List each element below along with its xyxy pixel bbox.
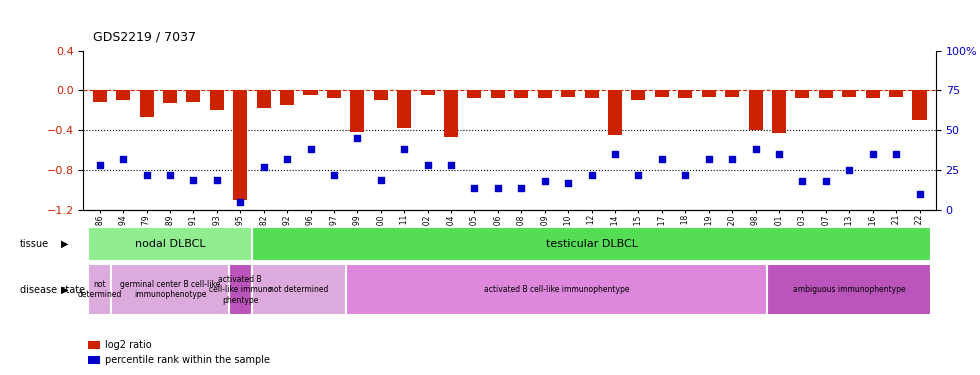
Bar bbox=[842, 90, 857, 98]
Point bbox=[116, 156, 131, 162]
Bar bbox=[88, 227, 252, 261]
Point bbox=[842, 167, 858, 173]
Point bbox=[279, 156, 295, 162]
Bar bbox=[584, 90, 599, 99]
Point bbox=[490, 185, 506, 190]
Point bbox=[396, 146, 412, 152]
Bar bbox=[93, 90, 107, 102]
Bar bbox=[112, 264, 228, 315]
Point bbox=[139, 172, 155, 178]
Bar bbox=[631, 90, 646, 101]
Point bbox=[724, 156, 740, 162]
Point bbox=[630, 172, 646, 178]
Bar bbox=[889, 90, 904, 98]
Bar bbox=[257, 90, 270, 108]
Point bbox=[373, 177, 389, 183]
Bar bbox=[796, 90, 809, 99]
Point bbox=[443, 162, 459, 168]
Point bbox=[677, 172, 693, 178]
Point bbox=[185, 177, 201, 183]
Point bbox=[466, 185, 482, 190]
Point bbox=[701, 156, 716, 162]
Bar bbox=[702, 90, 715, 98]
Bar bbox=[397, 90, 412, 128]
Text: activated B
cell-like immuno
phentype: activated B cell-like immuno phentype bbox=[209, 275, 271, 304]
Bar bbox=[252, 264, 346, 315]
Point bbox=[561, 180, 576, 186]
Bar bbox=[912, 90, 926, 120]
Bar bbox=[772, 90, 786, 133]
Point bbox=[419, 162, 435, 168]
Text: not
determined: not determined bbox=[77, 280, 122, 299]
Text: percentile rank within the sample: percentile rank within the sample bbox=[105, 355, 270, 364]
Point bbox=[537, 178, 553, 184]
Text: not determined: not determined bbox=[270, 285, 328, 294]
Bar bbox=[228, 264, 252, 315]
Bar bbox=[327, 90, 341, 99]
Bar bbox=[865, 90, 880, 99]
Bar bbox=[139, 90, 154, 117]
Point bbox=[654, 156, 669, 162]
Bar bbox=[749, 90, 762, 130]
Bar bbox=[186, 90, 201, 102]
Point bbox=[92, 162, 108, 168]
Bar bbox=[725, 90, 739, 98]
Point bbox=[209, 177, 224, 183]
Bar bbox=[491, 90, 505, 99]
Bar bbox=[233, 90, 247, 200]
Text: log2 ratio: log2 ratio bbox=[105, 340, 152, 350]
Point bbox=[864, 151, 880, 157]
Point bbox=[584, 172, 600, 178]
Text: disease state: disease state bbox=[20, 285, 84, 295]
Point bbox=[911, 191, 927, 197]
Bar bbox=[252, 227, 931, 261]
Text: GDS2219 / 7037: GDS2219 / 7037 bbox=[93, 30, 196, 43]
Point bbox=[350, 135, 366, 141]
Point bbox=[326, 172, 342, 178]
Text: ▶: ▶ bbox=[61, 239, 69, 249]
Point bbox=[514, 185, 529, 190]
Point bbox=[888, 151, 904, 157]
Bar bbox=[818, 90, 833, 99]
Text: activated B cell-like immunophentype: activated B cell-like immunophentype bbox=[484, 285, 629, 294]
Bar bbox=[88, 264, 112, 315]
Text: tissue: tissue bbox=[20, 239, 49, 249]
Bar bbox=[420, 90, 435, 96]
Point bbox=[303, 146, 318, 152]
Point bbox=[818, 178, 834, 184]
Bar bbox=[678, 90, 692, 99]
Point bbox=[232, 199, 248, 205]
Text: ▶: ▶ bbox=[61, 285, 69, 295]
Bar bbox=[350, 90, 365, 132]
Text: nodal DLBCL: nodal DLBCL bbox=[134, 239, 205, 249]
Bar bbox=[373, 90, 388, 101]
Bar bbox=[514, 90, 528, 99]
Bar bbox=[538, 90, 552, 99]
Text: testicular DLBCL: testicular DLBCL bbox=[546, 239, 638, 249]
Point bbox=[256, 164, 271, 170]
Bar bbox=[304, 90, 318, 96]
Bar bbox=[280, 90, 294, 105]
Text: ambiguous immunophentype: ambiguous immunophentype bbox=[793, 285, 906, 294]
Point bbox=[162, 172, 177, 178]
Bar bbox=[467, 90, 481, 99]
Text: germinal center B cell-like
immunophenotype: germinal center B cell-like immunophenot… bbox=[120, 280, 220, 299]
Bar bbox=[608, 90, 622, 135]
Bar bbox=[210, 90, 223, 110]
Bar bbox=[163, 90, 177, 104]
Point bbox=[795, 178, 810, 184]
Bar bbox=[444, 90, 458, 137]
Bar bbox=[655, 90, 669, 98]
Bar bbox=[767, 264, 931, 315]
Point bbox=[771, 151, 787, 157]
Point bbox=[608, 151, 623, 157]
Bar bbox=[562, 90, 575, 98]
Bar bbox=[346, 264, 767, 315]
Point bbox=[748, 146, 763, 152]
Bar bbox=[116, 90, 130, 101]
